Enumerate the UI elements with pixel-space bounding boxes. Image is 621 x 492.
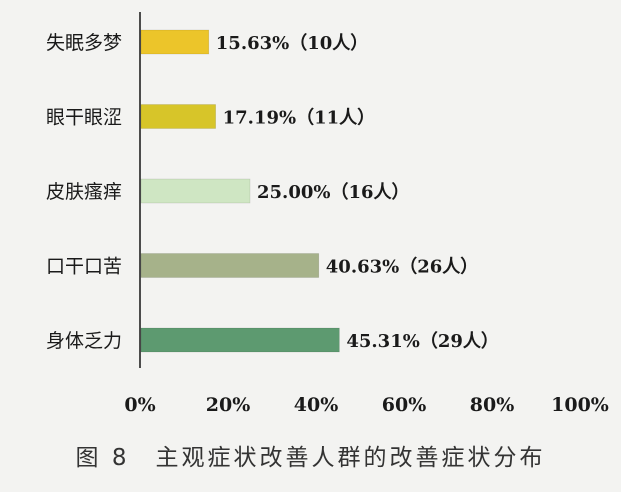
bars-group: 失眠多梦 15.63%（10人） 眼干眼涩 17.19%（11人） 皮肤瘙痒 25.00%… xyxy=(46,29,499,353)
bar xyxy=(140,29,210,55)
category-label: 身体乏力 xyxy=(46,330,122,352)
category-label: 眼干眼涩 xyxy=(46,107,122,129)
figure-caption: 图 8 主观症状改善人群的改善症状分布 xyxy=(75,445,546,471)
bar xyxy=(140,253,320,278)
bar xyxy=(140,104,216,129)
data-label: 15.63%（10人） xyxy=(216,33,369,54)
x-tick-label: 100% xyxy=(551,394,609,416)
category-label: 口干口苦 xyxy=(46,256,122,278)
category-label: 皮肤瘙痒 xyxy=(46,181,122,203)
x-tick-labels: 0% 20% 40% 60% 80% 100% xyxy=(124,394,609,416)
x-tick-label: 40% xyxy=(294,394,339,416)
x-tick-label: 60% xyxy=(382,394,427,416)
bar xyxy=(140,178,251,204)
data-label: 17.19%（11人） xyxy=(223,108,376,129)
category-label: 失眠多梦 xyxy=(46,32,122,54)
x-tick-label: 80% xyxy=(470,394,515,416)
data-label: 25.00%（16人） xyxy=(257,182,410,203)
x-tick-label: 0% xyxy=(124,394,155,416)
x-tick-label: 20% xyxy=(206,394,251,416)
data-label: 40.63%（26人） xyxy=(326,257,479,278)
bar xyxy=(140,327,340,353)
data-label: 45.31%（29人） xyxy=(346,331,499,352)
